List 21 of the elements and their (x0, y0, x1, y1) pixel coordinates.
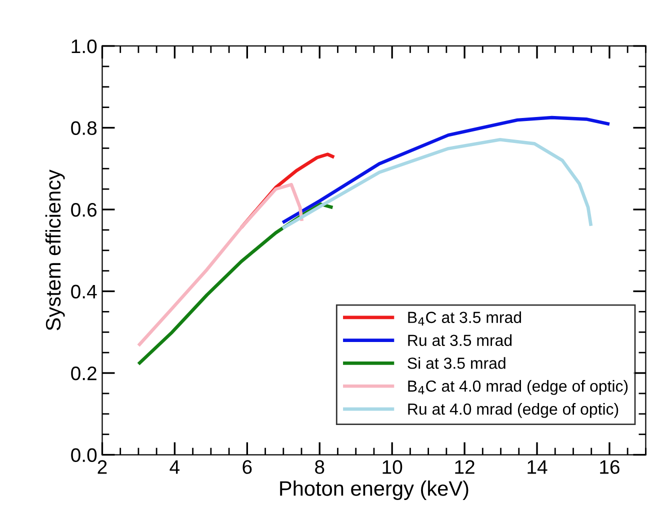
y-tick-label: 0.6 (71, 202, 97, 217)
y-tick-label: 0.2 (71, 366, 96, 380)
legend-label: Ru at 3.5 mrad (408, 334, 512, 346)
x-tick-label: 2 (98, 460, 107, 474)
x-tick-label: 8 (315, 460, 324, 474)
y-axis-title: System efficiency (45, 170, 65, 330)
x-tick-label: 10 (382, 460, 402, 474)
y-tick-label: 0.4 (71, 284, 97, 299)
x-tick-label: 6 (242, 460, 252, 474)
x-tick-label: 4 (170, 460, 180, 474)
legend-label: B$_{4}$C at 4.0 mrad (edge of optic) (408, 380, 628, 395)
y-tick-label: 0.0 (71, 448, 97, 462)
x-tick-label: 14 (528, 460, 548, 474)
legend-label: Si at 3.5 mrad (408, 357, 506, 369)
legend-label: B$_{4}$C at 3.5 mrad (408, 311, 522, 326)
legend-label: Ru at 4.0 mrad (edge of optic) (408, 403, 618, 418)
x-tick-label: 12 (455, 460, 474, 474)
y-tick-label: 0.8 (71, 121, 97, 135)
x-tick-label: 16 (600, 460, 620, 474)
y-tick-label: 1.0 (72, 39, 97, 54)
x-axis-title: Photon energy (keV) (280, 480, 468, 500)
